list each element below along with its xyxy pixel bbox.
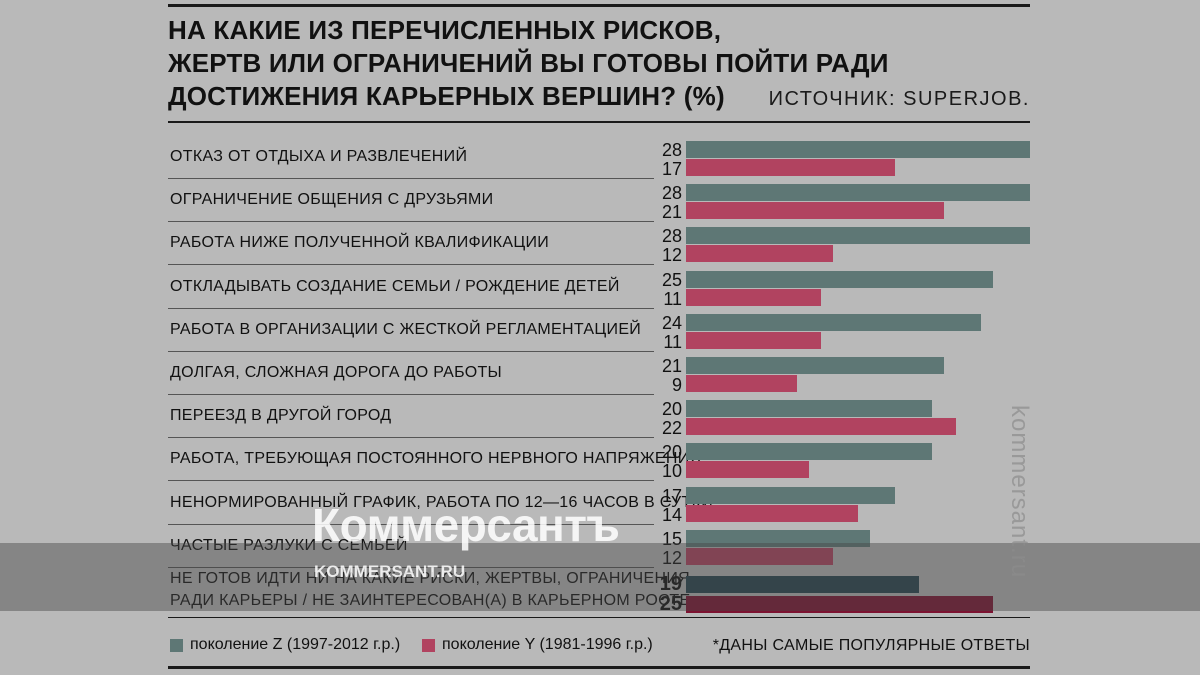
value-label-y: 11 bbox=[663, 331, 682, 352]
value-label-y: 14 bbox=[661, 504, 682, 525]
value-label-z: 25 bbox=[661, 269, 682, 290]
top-rule bbox=[168, 4, 1030, 7]
row-separator bbox=[168, 394, 654, 395]
value-label-z: 20 bbox=[661, 399, 682, 420]
legend-label: поколение Z (1997-2012 г.р.) bbox=[190, 636, 401, 653]
watermark-logo: Коммерсантъ bbox=[312, 499, 620, 551]
row-separator bbox=[168, 523, 654, 525]
value-label-z: 28 bbox=[661, 183, 682, 204]
category-label: ДОЛГАЯ, СЛОЖНАЯ ДОРОГА ДО РАБОТЫ bbox=[170, 364, 502, 381]
value-label-y: 25 bbox=[659, 593, 682, 615]
category-label: ОГРАНИЧЕНИЕ ОБЩЕНИЯ С ДРУЗЬЯМИ bbox=[170, 191, 494, 209]
row-separator bbox=[168, 437, 654, 439]
bar-y bbox=[686, 202, 944, 220]
category-label: НЕ ГОТОВ ИДТИ НИ НА КАКИЕ РИСКИ, ЖЕРТВЫ,… bbox=[170, 570, 691, 609]
category-label: РАБОТА В ОРГАНИЗАЦИИ С ЖЕСТКОЙ РЕГЛАМЕНТ… bbox=[170, 320, 642, 338]
bar-z bbox=[686, 270, 994, 288]
legend-rule bbox=[168, 617, 1030, 618]
chart-title: НА КАКИЕ ИЗ ПЕРЕЧИСЛЕННЫХ РИСКОВ, ЖЕРТВ … bbox=[168, 15, 889, 111]
bar-y bbox=[686, 288, 822, 306]
value-label-y: 22 bbox=[661, 418, 682, 439]
bar-y bbox=[686, 375, 797, 392]
bar-z bbox=[686, 400, 932, 418]
row-separator bbox=[168, 221, 654, 223]
bar-z bbox=[686, 357, 944, 374]
bar-z bbox=[686, 443, 932, 461]
watermark-vertical: kommersant.ru bbox=[1006, 405, 1033, 579]
value-label-z: 24 bbox=[661, 312, 682, 333]
bar-y bbox=[686, 504, 858, 522]
bar-y bbox=[686, 331, 822, 349]
legend-swatch bbox=[422, 639, 435, 652]
value-label-z: 15 bbox=[661, 528, 682, 549]
value-label-y: 9 bbox=[671, 375, 682, 395]
category-label: НЕНОРМИРОВАННЫЙ ГРАФИК, РАБОТА ПО 12—16 … bbox=[170, 493, 714, 511]
value-label-z: 28 bbox=[661, 140, 682, 160]
bar-z bbox=[686, 486, 895, 504]
value-label-z: 28 bbox=[661, 226, 682, 247]
category-label: ЧАСТЫЕ РАЗЛУКИ С СЕМЬЕЙ bbox=[170, 536, 408, 554]
bar-y bbox=[686, 245, 834, 263]
value-label-z: 20 bbox=[661, 442, 682, 463]
bottom-rule bbox=[168, 666, 1030, 669]
category-label: ОТКЛАДЫВАТЬ СОЗДАНИЕ СЕМЬИ / РОЖДЕНИЕ ДЕ… bbox=[170, 277, 620, 295]
legend-swatch bbox=[170, 639, 183, 652]
bar-z bbox=[686, 313, 981, 331]
row-separator bbox=[168, 264, 654, 266]
bar-y bbox=[686, 461, 809, 479]
bar-y bbox=[686, 159, 895, 176]
value-label-y: 21 bbox=[661, 202, 682, 223]
value-label-y: 17 bbox=[661, 159, 682, 179]
row-separator bbox=[168, 480, 654, 482]
chart-source: ИСТОЧНИК: SUPERJOB. bbox=[768, 88, 1030, 110]
watermark-band bbox=[0, 543, 1200, 611]
bar-z bbox=[686, 227, 1030, 245]
value-label-z: 19 bbox=[659, 573, 682, 595]
bar-y bbox=[686, 418, 957, 436]
category-label: ПЕРЕЕЗД В ДРУГОЙ ГОРОД bbox=[170, 407, 392, 425]
bar-y bbox=[686, 547, 834, 565]
category-label: РАБОТА НИЖЕ ПОЛУЧЕННОЙ КВАЛИФИКАЦИИ bbox=[170, 234, 550, 252]
value-label-z: 21 bbox=[661, 356, 682, 376]
category-label: РАБОТА, ТРЕБУЮЩАЯ ПОСТОЯННОГО НЕРВНОГО Н… bbox=[170, 450, 702, 468]
row-separator bbox=[168, 307, 654, 309]
header-rule bbox=[168, 121, 1030, 123]
value-label-y: 11 bbox=[663, 288, 682, 309]
watermark-url: KOMMERSANT.RU bbox=[314, 562, 466, 581]
bar-y bbox=[686, 596, 994, 613]
row-separator bbox=[168, 178, 654, 179]
bar-z bbox=[686, 529, 871, 547]
value-label-y: 12 bbox=[661, 547, 682, 568]
value-label-y: 10 bbox=[661, 461, 682, 482]
bar-z bbox=[686, 576, 920, 593]
row-separator bbox=[168, 350, 654, 352]
value-label-y: 12 bbox=[661, 245, 682, 266]
value-label-z: 17 bbox=[661, 485, 682, 506]
category-label: ОТКАЗ ОТ ОТДЫХА И РАЗВЛЕЧЕНИЙ bbox=[170, 148, 468, 165]
row-separator bbox=[168, 566, 654, 568]
footnote: *ДАНЫ САМЫЕ ПОПУЛЯРНЫЕ ОТВЕТЫ bbox=[712, 637, 1030, 654]
legend-label: поколение Y (1981-1996 г.р.) bbox=[442, 636, 653, 653]
bar-z bbox=[686, 141, 1030, 158]
bar-z bbox=[686, 184, 1030, 202]
